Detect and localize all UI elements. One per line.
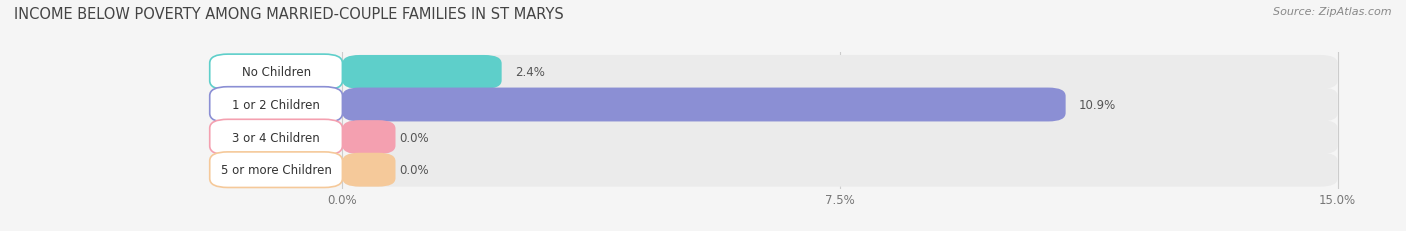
Text: Source: ZipAtlas.com: Source: ZipAtlas.com [1274, 7, 1392, 17]
Text: 10.9%: 10.9% [1078, 99, 1116, 112]
FancyBboxPatch shape [343, 121, 1337, 154]
FancyBboxPatch shape [209, 152, 343, 188]
Text: 1 or 2 Children: 1 or 2 Children [232, 99, 321, 112]
FancyBboxPatch shape [209, 87, 343, 123]
FancyBboxPatch shape [343, 121, 395, 154]
FancyBboxPatch shape [209, 55, 343, 90]
Text: 0.0%: 0.0% [399, 164, 429, 176]
Text: 5 or more Children: 5 or more Children [221, 164, 332, 176]
Text: No Children: No Children [242, 66, 311, 79]
Text: 0.0%: 0.0% [399, 131, 429, 144]
FancyBboxPatch shape [343, 88, 1337, 122]
FancyBboxPatch shape [343, 153, 1337, 187]
FancyBboxPatch shape [209, 120, 343, 155]
Text: INCOME BELOW POVERTY AMONG MARRIED-COUPLE FAMILIES IN ST MARYS: INCOME BELOW POVERTY AMONG MARRIED-COUPL… [14, 7, 564, 22]
FancyBboxPatch shape [343, 56, 502, 89]
Text: 3 or 4 Children: 3 or 4 Children [232, 131, 321, 144]
FancyBboxPatch shape [343, 56, 1337, 89]
Text: 2.4%: 2.4% [515, 66, 544, 79]
FancyBboxPatch shape [343, 88, 1066, 122]
FancyBboxPatch shape [343, 153, 395, 187]
